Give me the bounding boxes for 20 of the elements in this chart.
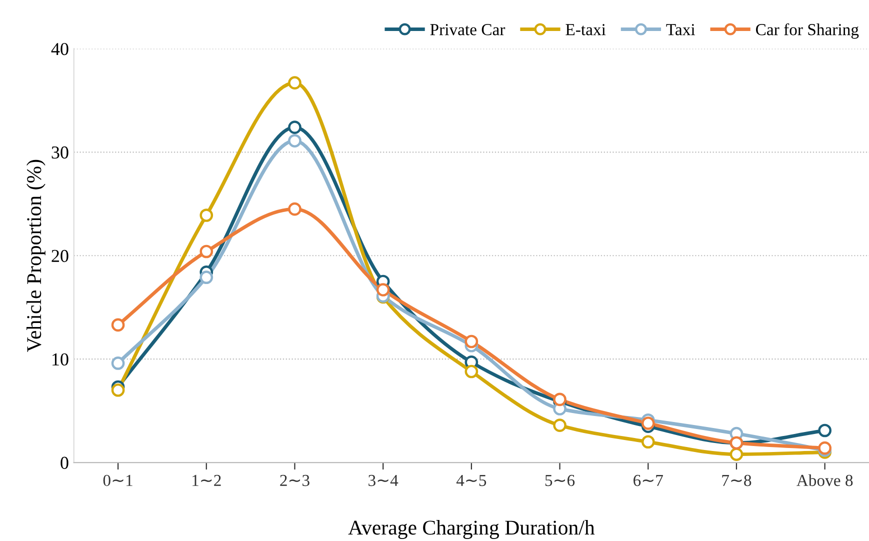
legend-label: Taxi [666,24,696,36]
legend-label: Car for Sharing [756,23,859,39]
x-tick-label: 3∼4 [368,474,398,486]
x-tick-label: 6∼7 [634,474,663,486]
legend-label: E-taxi [566,24,606,36]
x-tick-label: 2∼3 [280,474,310,486]
x-tick-label: 1∼2 [192,474,221,486]
x-tick-label: 5∼6 [545,474,575,486]
x-axis-title: Average Charging Duration/h [348,520,595,539]
legend-label: Private Car [430,24,506,36]
x-tick-label: 7∼8 [722,474,752,486]
x-tick-label: 0∼1 [103,474,132,486]
y-tick-label: 0 [60,456,68,469]
y-tick-label: 20 [52,250,68,262]
y-tick-label: 40 [51,42,68,56]
x-tick-label: Above 8 [796,474,853,486]
y-tick-label: 30 [52,146,68,159]
y-tick-label: 10 [52,353,68,366]
x-tick-label: 4∼5 [456,474,486,486]
y-axis-title: Vehicle Proportion (%) [26,160,46,352]
